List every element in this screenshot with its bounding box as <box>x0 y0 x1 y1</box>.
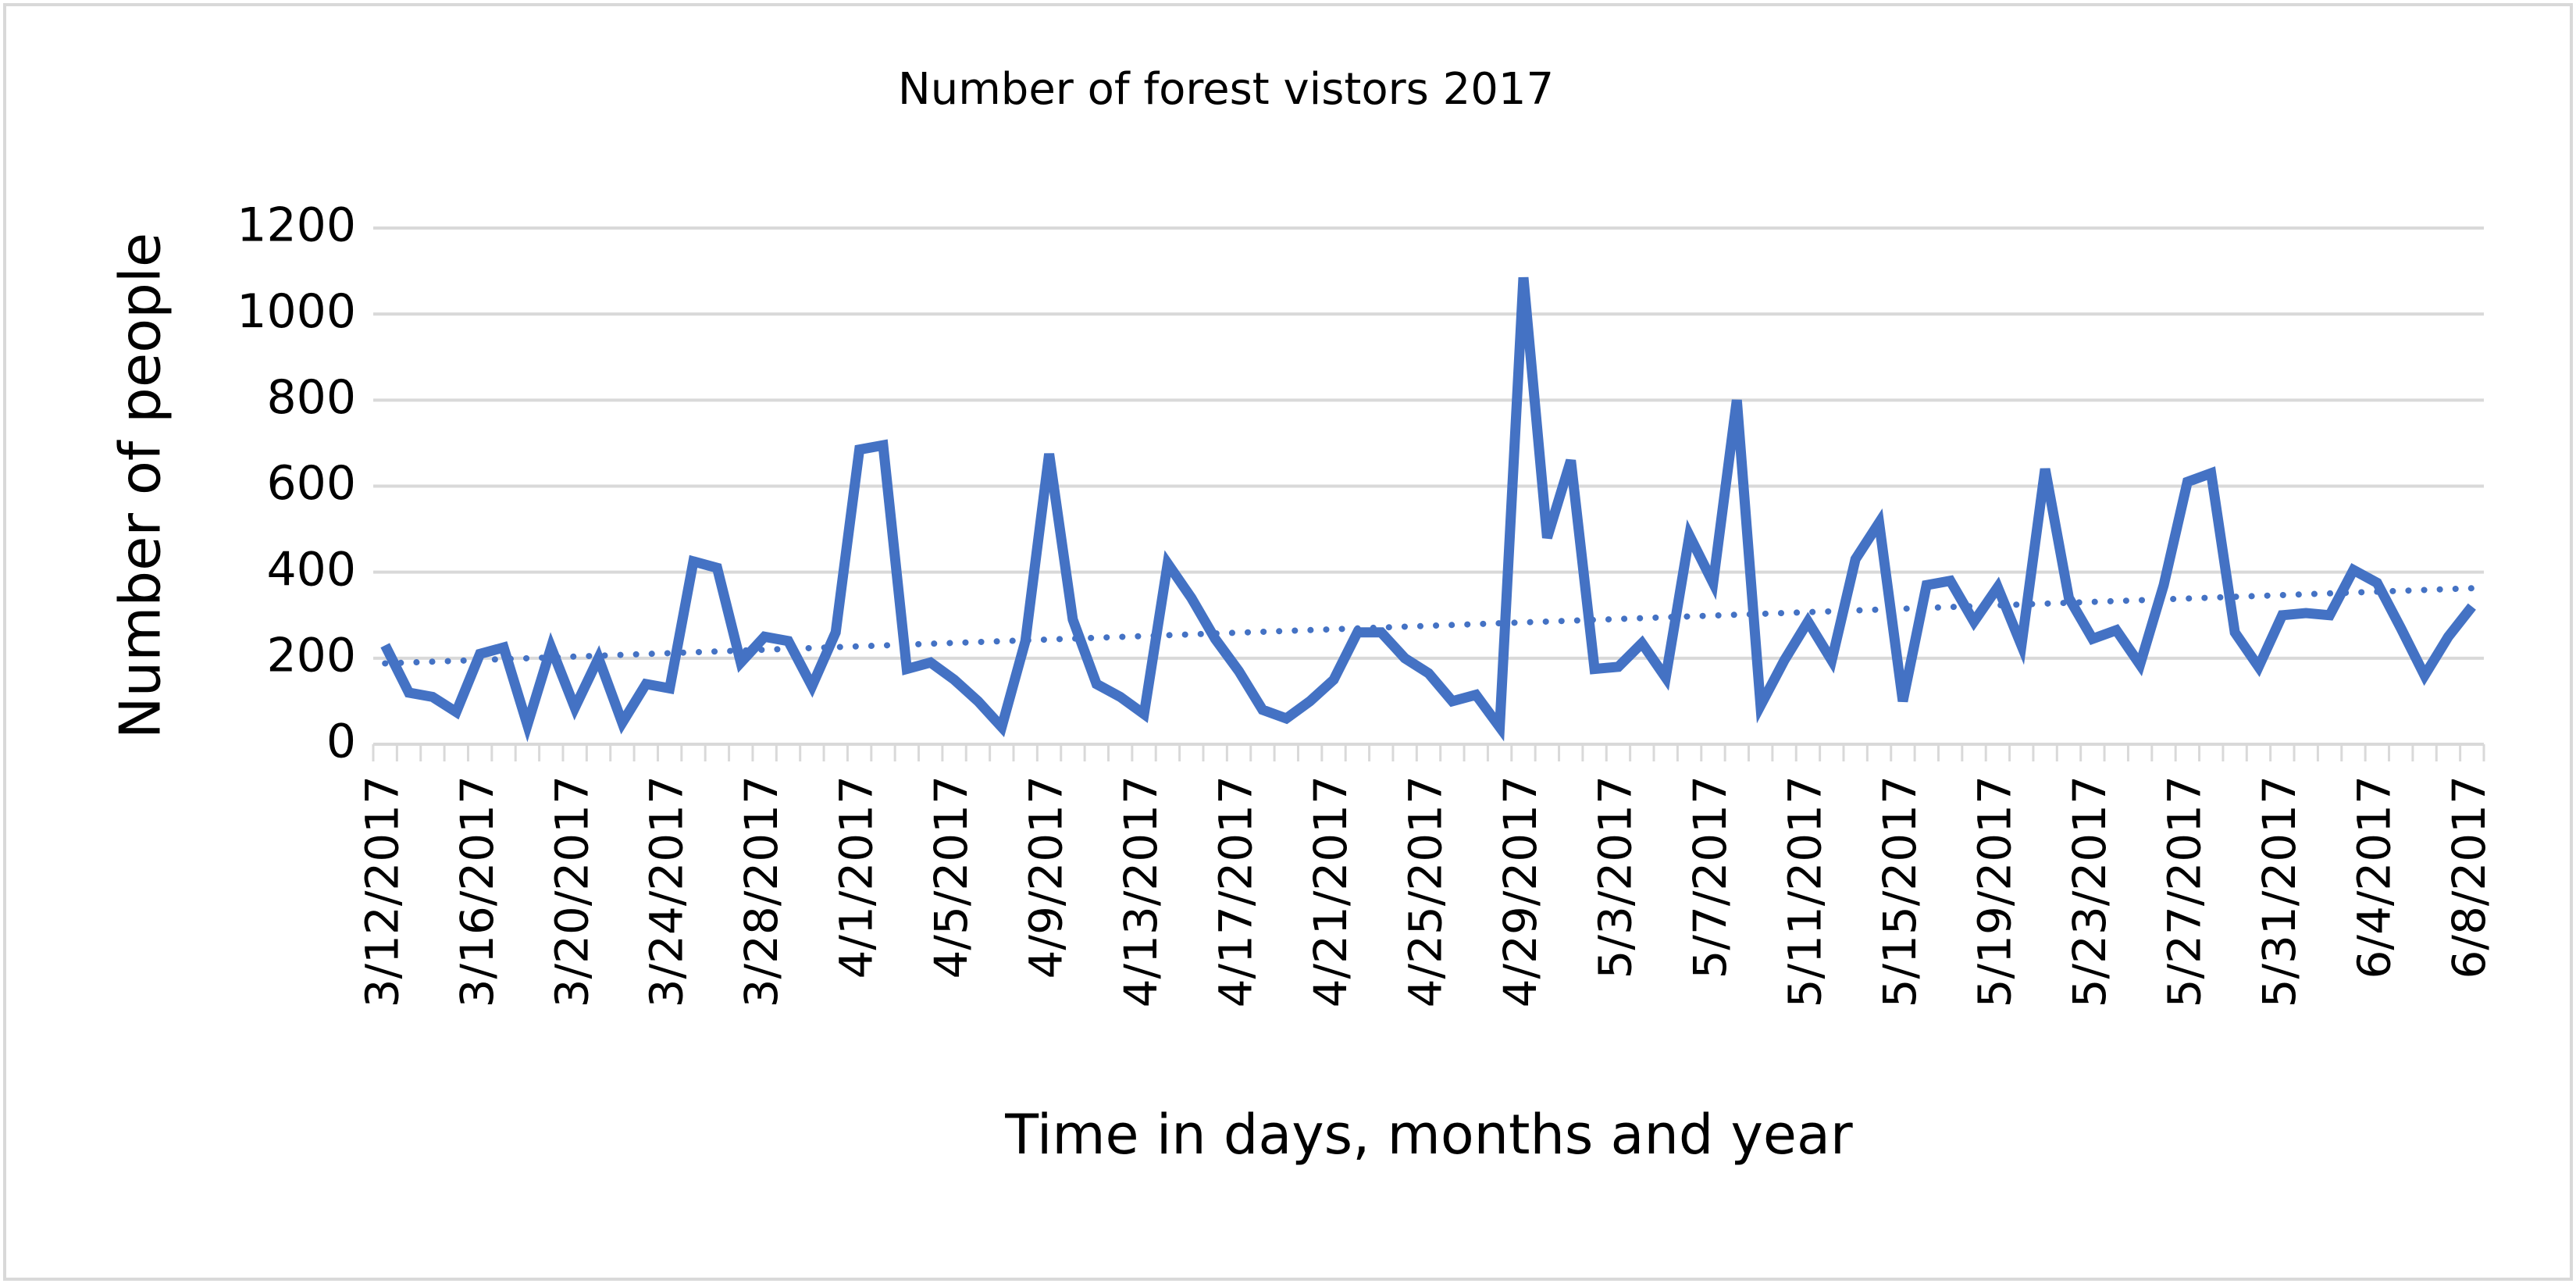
x-axis-title: Time in days, months and year <box>1004 1103 1853 1167</box>
chart-border <box>3 3 2573 1281</box>
x-tick-label: 5/23/2017 <box>2063 775 2116 1007</box>
y-tick-label: 1000 <box>237 284 356 339</box>
x-tick-label: 4/13/2017 <box>1114 775 1167 1007</box>
x-tick-label: 5/3/2017 <box>1589 775 1642 979</box>
x-tick-label: 3/28/2017 <box>735 775 788 1007</box>
y-tick-label: 1200 <box>237 198 356 253</box>
x-tick-label: 3/12/2017 <box>355 775 408 1007</box>
trend-line <box>382 585 2475 667</box>
y-tick-label: 600 <box>266 456 356 511</box>
x-tick-label: 4/17/2017 <box>1210 775 1263 1007</box>
x-tick-label: 4/25/2017 <box>1399 775 1452 1007</box>
x-tick-label: 6/8/2017 <box>2442 775 2496 979</box>
y-tick-label: 800 <box>266 370 356 425</box>
x-tick-label: 4/29/2017 <box>1494 775 1547 1007</box>
x-tick-label: 5/11/2017 <box>1779 775 1832 1007</box>
chart-title: Number of forest vistors 2017 <box>898 64 1554 115</box>
y-tick-label: 200 <box>266 628 356 683</box>
x-tick-label: 6/4/2017 <box>2347 775 2400 979</box>
x-tick-label: 4/9/2017 <box>1020 775 1073 979</box>
x-tick-label: 3/20/2017 <box>545 775 598 1007</box>
x-tick-label: 5/7/2017 <box>1683 775 1737 979</box>
x-tick-label: 5/27/2017 <box>2157 775 2211 1007</box>
y-axis-title: Number of people <box>108 233 173 739</box>
data-line <box>380 276 2476 743</box>
x-tick-label: 3/16/2017 <box>451 775 504 1007</box>
y-tick-label: 400 <box>266 542 356 597</box>
x-tick-label: 4/5/2017 <box>925 775 978 979</box>
x-tick-label: 5/15/2017 <box>1873 775 1926 1007</box>
x-tick-label: 4/21/2017 <box>1304 775 1357 1007</box>
x-tick-label: 5/19/2017 <box>1969 775 2022 1007</box>
x-tick-label: 4/1/2017 <box>830 775 883 979</box>
x-tick-label: 5/31/2017 <box>2253 775 2306 1007</box>
x-tick-label: 3/24/2017 <box>640 775 693 1007</box>
y-tick-label: 0 <box>326 715 356 769</box>
